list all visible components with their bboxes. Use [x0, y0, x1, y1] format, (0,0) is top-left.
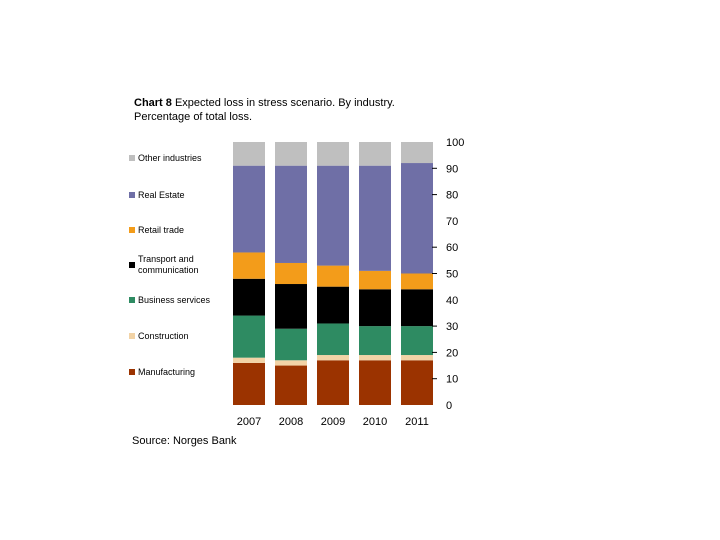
legend-label: Construction: [138, 331, 189, 341]
bar-segment: [275, 165, 307, 263]
x-tick-label: 2010: [363, 416, 387, 428]
x-tick-label: 2011: [405, 416, 429, 428]
bar-segment: [275, 365, 307, 405]
bar-segment: [317, 360, 349, 405]
bar-segment: [275, 284, 307, 329]
y-tick-label: 40: [446, 295, 458, 307]
legend-swatch: [129, 227, 135, 233]
bar-segment: [401, 163, 433, 274]
y-tick-label: 60: [446, 242, 458, 254]
bar-segment: [233, 142, 265, 166]
bar-segment: [401, 326, 433, 356]
bar-segment: [359, 142, 391, 166]
legend-label: Retail trade: [138, 225, 184, 235]
legend-swatch: [129, 192, 135, 198]
bar-segment: [233, 278, 265, 316]
legend-swatch: [129, 369, 135, 375]
bar-segment: [317, 286, 349, 324]
legend-label: Business services: [138, 295, 211, 305]
bar-segment: [317, 265, 349, 287]
legend-label: Manufacturing: [138, 367, 195, 377]
legend-label: Real Estate: [138, 190, 185, 200]
legend-swatch: [129, 262, 135, 268]
y-tick-label: 0: [446, 400, 452, 412]
bar-segment: [233, 252, 265, 279]
bar-segment: [233, 315, 265, 358]
y-tick-label: 10: [446, 374, 458, 386]
bar-segment: [317, 355, 349, 361]
bar-segment: [401, 360, 433, 405]
bar-segment: [401, 289, 433, 327]
legend-swatch: [129, 155, 135, 161]
bar-segment: [359, 289, 391, 327]
bar-segment: [359, 355, 391, 361]
legend-swatch: [129, 333, 135, 339]
y-tick-label: 20: [446, 347, 458, 359]
x-tick-label: 2008: [279, 416, 303, 428]
chart-title: Chart 8 Expected loss in stress scenario…: [134, 96, 454, 124]
bar-segment: [401, 355, 433, 361]
bar-segment: [359, 360, 391, 405]
bar-segment: [275, 142, 307, 166]
source-note: Source: Norges Bank: [132, 435, 237, 447]
bar-segment: [233, 362, 265, 405]
y-tick-label: 30: [446, 321, 458, 333]
chart-title-number: Chart 8: [134, 97, 172, 109]
bar-segment: [359, 270, 391, 290]
bar-segment: [317, 323, 349, 356]
chart-title-text: Expected loss in stress scenario. By ind…: [134, 97, 395, 123]
bar-segment: [359, 165, 391, 271]
bar-segment: [233, 357, 265, 363]
x-tick-label: 2009: [321, 416, 345, 428]
y-tick-label: 80: [446, 190, 458, 202]
bar-segment: [317, 142, 349, 166]
y-tick-label: 50: [446, 269, 458, 281]
bar-segment: [275, 328, 307, 361]
y-tick-label: 70: [446, 216, 458, 228]
legend-label: Transport and communication: [138, 254, 199, 275]
y-tick-label: 100: [446, 137, 464, 149]
legend-swatch: [129, 297, 135, 303]
bar-segment: [275, 360, 307, 366]
bar-segment: [401, 273, 433, 290]
bar-segment: [401, 142, 433, 164]
bar-segment: [233, 165, 265, 253]
legend-label: Other industries: [138, 153, 202, 163]
bar-segment: [317, 165, 349, 266]
x-tick-label: 2007: [237, 416, 261, 428]
y-tick-label: 90: [446, 163, 458, 175]
bar-segment: [275, 262, 307, 285]
bar-segment: [359, 326, 391, 356]
